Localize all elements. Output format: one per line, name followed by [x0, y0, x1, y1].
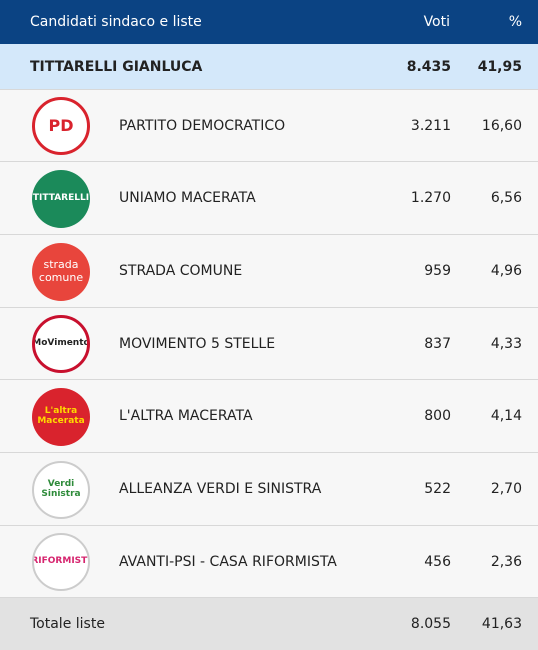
party-logo: PD [32, 97, 90, 155]
list-percent: 4,33 [490, 335, 522, 352]
total-label: Totale liste [30, 616, 105, 632]
list-name: L'ALTRA MACERATA [119, 408, 253, 424]
list-votes: 837 [424, 335, 451, 352]
party-logo: MoVimento [32, 315, 90, 373]
list-row: MoVimento MOVIMENTO 5 STELLE 837 4,33 [0, 308, 538, 380]
list-percent: 4,14 [490, 408, 522, 424]
list-votes: 800 [424, 408, 451, 424]
party-logo: TITTARELLI [32, 169, 90, 228]
list-votes: 522 [424, 481, 451, 497]
list-percent: 6,56 [490, 190, 522, 206]
list-name: AVANTI-PSI - CASA RIFORMISTA [119, 553, 337, 570]
list-votes: 959 [424, 263, 451, 279]
party-logo: strada comune [32, 242, 90, 301]
list-votes: 1.270 [410, 190, 451, 206]
total-percent: 41,63 [481, 616, 522, 632]
candidate-name: TITTARELLI GIANLUCA [30, 58, 203, 75]
list-row: RIFORMISTI AVANTI-PSI - CASA RIFORMISTA 45… [0, 526, 538, 598]
header-label: Voti [423, 14, 450, 30]
list-name: PARTITO DEMOCRATICO [119, 117, 286, 134]
header-label: Candidati sindaco e liste [30, 14, 202, 30]
party-logo: L'altra Macerata [32, 387, 90, 446]
list-name: ALLEANZA VERDI E SINISTRA [119, 481, 322, 497]
list-name: MOVIMENTO 5 STELLE [119, 335, 276, 352]
list-votes: 3.211 [410, 117, 451, 134]
list-percent: 16,60 [481, 117, 522, 134]
list-percent: 4,96 [490, 263, 522, 279]
list-percent: 2,70 [490, 481, 522, 497]
list-row: L'altra Macerata L'ALTRA MACERATA 800 4,14 [0, 380, 538, 453]
list-votes: 456 [424, 553, 451, 570]
party-logo: RIFORMISTI [32, 533, 90, 591]
list-row: Verdi Sinistra ALLEANZA VERDI E SINISTRA 5… [0, 453, 538, 526]
header-row: Candidati sindaco e liste Voti% [0, 0, 538, 44]
list-name: UNIAMO MACERATA [119, 190, 256, 206]
list-row: strada comune STRADA COMUNE 959 4,96 [0, 235, 538, 308]
candidate-row: TITTARELLI GIANLUCA 8.435 41,95 [0, 44, 538, 90]
list-row: PD PARTITO DEMOCRATICO 3.211 16,60 [0, 90, 538, 162]
candidate-percent: 41,95 [477, 58, 522, 75]
list-row: TITTARELLI UNIAMO MACERATA 1.270 6,56 [0, 162, 538, 235]
total-row: Totale liste 8.055 41,63 [0, 598, 538, 650]
total-votes: 8.055 [410, 616, 451, 632]
list-percent: 2,36 [490, 553, 522, 570]
party-logo: Verdi Sinistra [32, 460, 90, 519]
list-name: STRADA COMUNE [119, 263, 243, 279]
header-label: % [508, 14, 522, 30]
candidate-votes: 8.435 [406, 58, 451, 75]
